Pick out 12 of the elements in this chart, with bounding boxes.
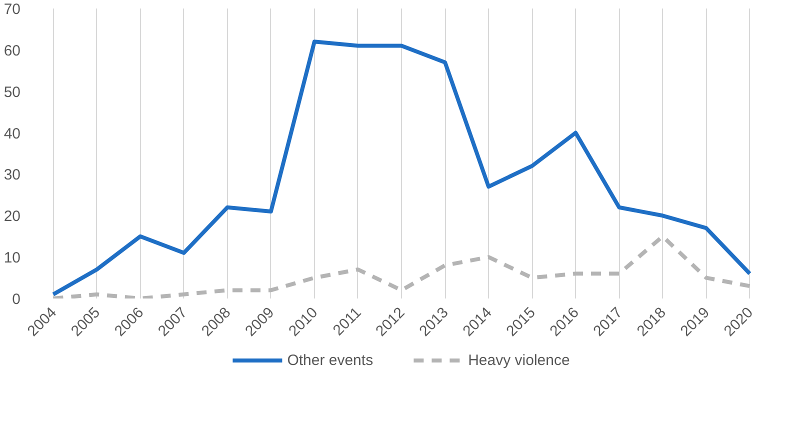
y-tick-label: 40 [4,125,21,142]
line-series [51,234,752,298]
y-tick-label: 50 [4,84,21,101]
y-tick-label: 0 [12,291,20,308]
y-tick-label: 30 [4,166,21,184]
y-tick-label: 10 [4,250,21,267]
legend-label: Heavy violence [468,352,570,368]
line-series [51,40,752,296]
y-tick-label: 70 [4,1,21,18]
legend-label: Other events [287,352,374,368]
y-tick-label: 60 [4,42,21,60]
y-tick-label: 20 [4,208,21,226]
